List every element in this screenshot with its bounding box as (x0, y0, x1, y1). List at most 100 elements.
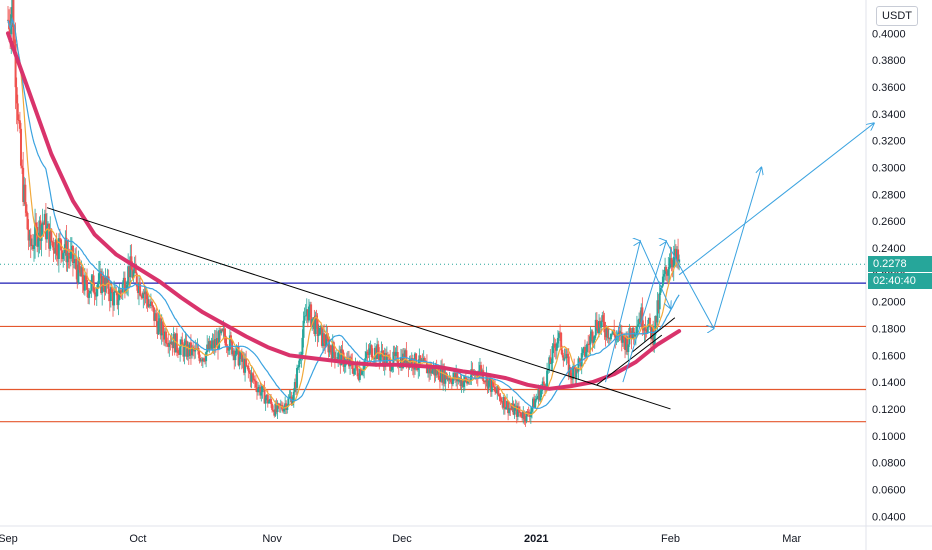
candle-body (319, 327, 322, 329)
candle-body (370, 345, 373, 358)
candle-body (167, 344, 170, 347)
candle-body (489, 378, 492, 392)
candle-body (580, 353, 583, 367)
candle-body (272, 409, 275, 411)
candle-body (528, 414, 531, 417)
candle-body (88, 293, 91, 298)
candle-body (612, 329, 615, 334)
candle-body (515, 405, 518, 417)
candle-body (43, 213, 46, 225)
candle-body (500, 401, 503, 403)
candle-body (404, 350, 407, 364)
candle-body (293, 382, 296, 392)
candle-body (154, 313, 157, 321)
candle-body (639, 318, 642, 323)
candle-body (367, 353, 370, 355)
candle-body (121, 283, 124, 293)
candle-body (49, 228, 52, 249)
candle-body (162, 333, 165, 340)
candle-body (427, 367, 430, 374)
candle-body (629, 328, 632, 337)
candle-body (37, 238, 40, 247)
candle-body (56, 255, 59, 259)
candle-body (621, 334, 624, 343)
candle-body (373, 347, 376, 358)
candle-body (513, 407, 516, 415)
time-tick-label: Oct (129, 533, 146, 545)
candle-body (593, 335, 596, 340)
candle-body (44, 213, 47, 240)
candle-body (209, 341, 212, 349)
candle-body (647, 317, 650, 325)
candle-body (141, 295, 144, 299)
candle-body (436, 368, 439, 375)
candle-body (123, 277, 126, 293)
candle-body (301, 337, 304, 355)
candle-body (343, 365, 346, 367)
candle-body (221, 329, 224, 331)
candle-body (369, 345, 372, 349)
candle-body (13, 39, 16, 44)
price-axis: 0.4000 0.3800 0.3600 0.3400 0.3200 0.3000 0.28… (872, 28, 906, 523)
candle-body (625, 336, 628, 350)
price-tick-label: 0.1400 (872, 377, 906, 389)
candle-body (35, 222, 38, 228)
candle-body (204, 360, 207, 362)
candle-body (462, 382, 465, 387)
candle-body (423, 357, 426, 361)
candle-body (393, 351, 396, 357)
candle-body (307, 306, 310, 321)
candle-body (113, 292, 116, 306)
candle-body (559, 332, 562, 334)
candle-body (333, 352, 336, 361)
candle-body (587, 343, 590, 345)
candle-body (504, 407, 507, 410)
candle-body (202, 358, 205, 361)
currency-badge[interactable]: USDT (876, 6, 918, 26)
candle-body (146, 299, 149, 307)
candle-body (594, 319, 597, 336)
candle-body (53, 250, 56, 254)
candle-body (182, 345, 185, 357)
candle-body (524, 419, 527, 422)
candle-body (549, 357, 552, 364)
candle-body (175, 333, 178, 351)
candle-body (107, 276, 110, 295)
candle-body (601, 315, 604, 322)
candle-body (285, 403, 288, 410)
candle-body (495, 391, 498, 394)
candle-body (183, 344, 186, 357)
candle-body (499, 396, 502, 402)
candle-body (454, 372, 457, 380)
candle-body (572, 366, 575, 380)
candle-body (16, 103, 19, 121)
candle-body (57, 238, 60, 259)
candle-body (160, 321, 163, 336)
candle-body (323, 333, 326, 344)
candle-body (270, 399, 273, 404)
candle-body (181, 339, 184, 346)
candle-body (31, 244, 34, 250)
candle-body (200, 359, 203, 362)
candle-body (264, 397, 267, 404)
candle-body (198, 354, 201, 362)
candle-body (93, 292, 96, 295)
candle-body (607, 337, 610, 339)
candle-body (117, 299, 120, 306)
candle-body (568, 367, 571, 376)
candle-body (520, 412, 523, 417)
candle-body (548, 357, 551, 370)
candle-body (305, 309, 308, 316)
candle-body (412, 368, 415, 370)
candle-body (18, 120, 21, 129)
candle-body (253, 380, 256, 382)
candle-body (606, 327, 609, 339)
candle-body (628, 328, 631, 345)
candle-body (150, 301, 153, 306)
candle-body (655, 315, 658, 323)
candle-body (398, 366, 401, 368)
candle-body (379, 355, 382, 361)
candle-body (248, 370, 251, 373)
candle-body (96, 283, 99, 288)
